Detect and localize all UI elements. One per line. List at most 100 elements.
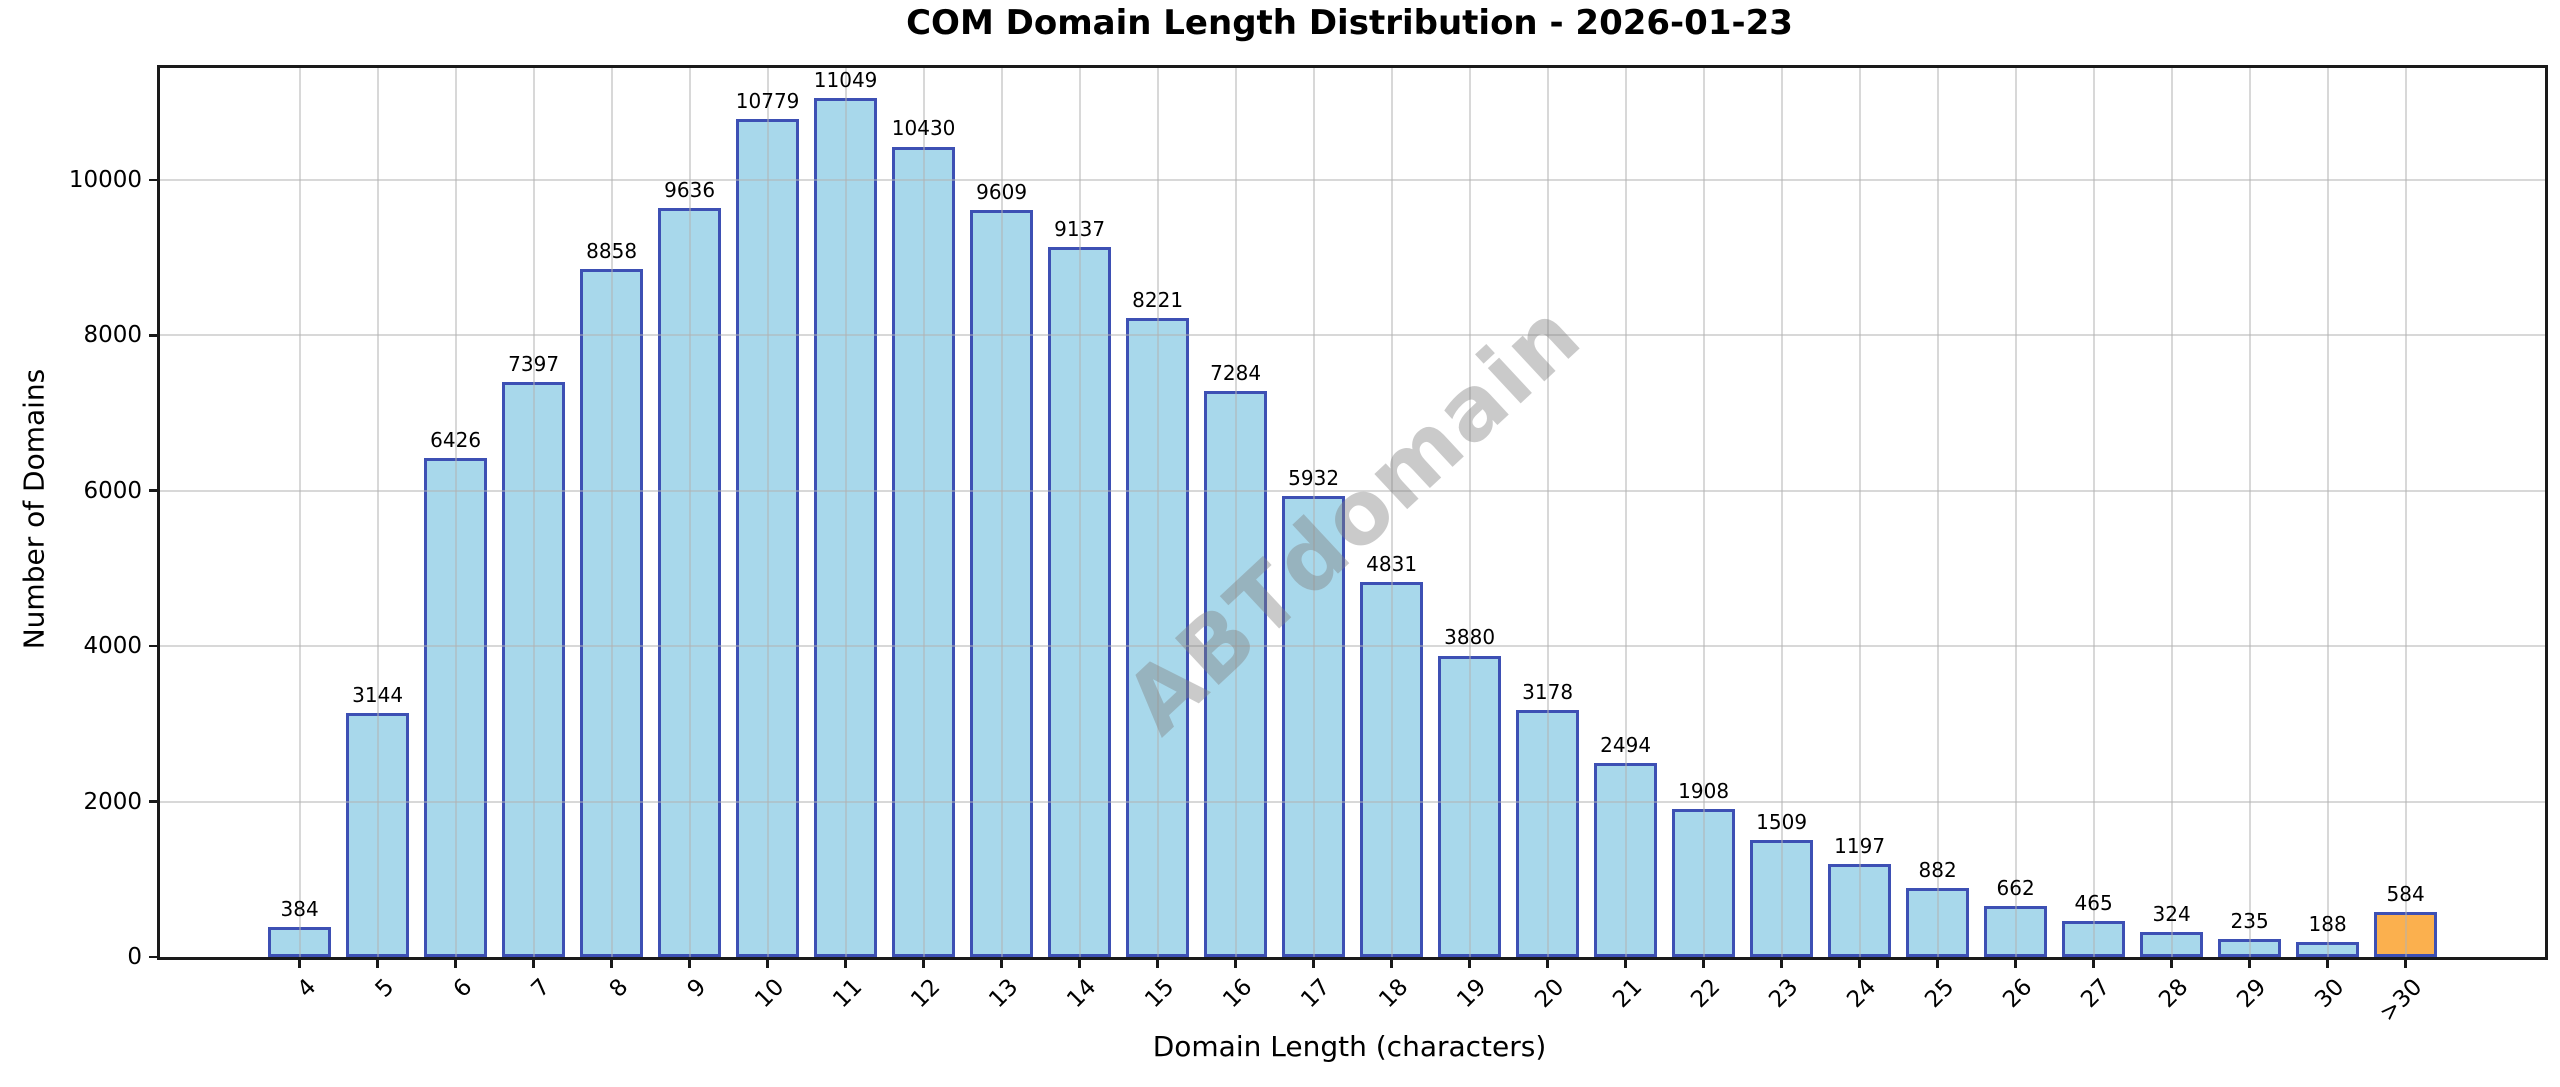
bar-value-label: 10779 (735, 89, 800, 114)
x-tick-mark (376, 957, 379, 968)
bar-value-label: 1509 (1756, 809, 1808, 834)
bar-value-label: 3178 (1522, 680, 1574, 705)
x-tick-mark (532, 957, 535, 968)
bar-16 (1204, 390, 1267, 957)
x-tick-label: 4 (292, 974, 321, 1003)
bar-value-label: 10430 (891, 116, 956, 141)
x-tick-label: 9 (682, 974, 711, 1003)
x-tick-label: 27 (2075, 974, 2115, 1014)
y-tick-label: 10000 (68, 166, 142, 193)
y-axis-label: Number of Domains (17, 368, 51, 650)
bar-8 (580, 268, 643, 957)
x-tick-mark (2404, 957, 2407, 968)
bar-7 (502, 382, 565, 957)
gridline-vertical (2404, 68, 2407, 957)
y-tick-mark (149, 334, 160, 337)
bar-value-label: 1908 (1678, 778, 1730, 803)
x-tick-label: 20 (1529, 974, 1569, 1014)
y-tick-label: 6000 (83, 477, 142, 504)
x-tick-label: 21 (1607, 974, 1647, 1014)
x-tick-mark (1936, 957, 1939, 968)
bar-value-label: 3880 (1444, 625, 1496, 650)
bar-value-label: 8221 (1132, 288, 1184, 313)
bar-value-label: 9137 (1054, 216, 1106, 241)
bar-29 (2218, 938, 2281, 957)
bar-value-label: 324 (2152, 901, 2191, 926)
x-tick-label: 10 (749, 974, 789, 1014)
bar-25 (1906, 888, 1969, 957)
bar-value-label: 584 (2386, 881, 2425, 906)
x-tick-mark (610, 957, 613, 968)
bar-20 (1516, 710, 1579, 957)
bar-value-label: 2494 (1600, 733, 1652, 758)
gridline-vertical (298, 68, 301, 957)
x-tick-label: 8 (604, 974, 633, 1003)
x-tick-label: 15 (1139, 974, 1179, 1014)
bar-value-label: 4831 (1366, 551, 1418, 576)
x-tick-label: 18 (1373, 974, 1413, 1014)
bar-15 (1126, 318, 1189, 957)
bar-17 (1282, 496, 1345, 957)
x-tick-mark (2326, 957, 2329, 968)
x-tick-label: 22 (1685, 974, 1725, 1014)
x-tick-mark (922, 957, 925, 968)
x-tick-mark (688, 957, 691, 968)
x-tick-label: 25 (1919, 974, 1959, 1014)
bar-26 (1984, 905, 2047, 957)
bar-value-label: 1197 (1834, 833, 1886, 858)
bar-value-label: 5932 (1288, 466, 1340, 491)
x-tick-label: 29 (2231, 974, 2271, 1014)
bar-28 (2140, 931, 2203, 957)
x-tick-mark (1780, 957, 1783, 968)
bar-18 (1360, 581, 1423, 957)
bar-22 (1672, 808, 1735, 957)
x-tick-label: 23 (1763, 974, 1803, 1014)
x-tick-mark (298, 957, 301, 968)
bar-value-label: 7397 (508, 352, 560, 377)
x-tick-mark (1702, 957, 1705, 968)
bar-21 (1594, 763, 1657, 957)
bar-6 (424, 457, 487, 957)
gridline-horizontal (160, 178, 2545, 181)
gridline-vertical (2326, 68, 2329, 957)
y-tick-mark (149, 489, 160, 492)
bar-5 (346, 712, 409, 957)
x-tick-mark (2014, 957, 2017, 968)
bar-27 (2062, 920, 2125, 957)
bar-value-label: 384 (280, 897, 319, 922)
x-tick-label: 17 (1295, 974, 1335, 1014)
x-tick-label: 26 (1997, 974, 2037, 1014)
bar-14 (1048, 246, 1111, 957)
x-tick-mark (766, 957, 769, 968)
x-tick-mark (1078, 957, 1081, 968)
bar-value-label: 9636 (664, 178, 716, 203)
x-tick-label: 16 (1217, 974, 1257, 1014)
chart-title: COM Domain Length Distribution - 2026-01… (906, 3, 1793, 43)
x-tick-mark (2092, 957, 2095, 968)
bar-value-label: 8858 (586, 238, 638, 263)
x-tick-mark (1156, 957, 1159, 968)
x-tick-mark (1858, 957, 1861, 968)
x-tick-mark (1468, 957, 1471, 968)
x-tick-label: 5 (370, 974, 399, 1003)
bar-11 (814, 98, 877, 957)
x-tick-mark (2170, 957, 2173, 968)
x-tick-mark (2248, 957, 2251, 968)
bar-4 (268, 927, 331, 957)
gridline-vertical (1858, 68, 1861, 957)
gridline-vertical (1936, 68, 1939, 957)
x-tick-mark (1234, 957, 1237, 968)
bar-value-label: 235 (2230, 908, 2269, 933)
x-tick-mark (1546, 957, 1549, 968)
x-tick-label: 24 (1841, 974, 1881, 1014)
bar-value-label: 6426 (430, 427, 482, 452)
bar-value-label: 3144 (352, 682, 404, 707)
bar-23 (1750, 839, 1813, 957)
y-tick-label: 4000 (83, 633, 142, 660)
y-tick-mark (149, 644, 160, 648)
gridline-vertical (2014, 68, 2017, 957)
bar-30 (2296, 942, 2359, 957)
gridline-horizontal (160, 334, 2545, 337)
gridline-vertical (2170, 68, 2173, 957)
